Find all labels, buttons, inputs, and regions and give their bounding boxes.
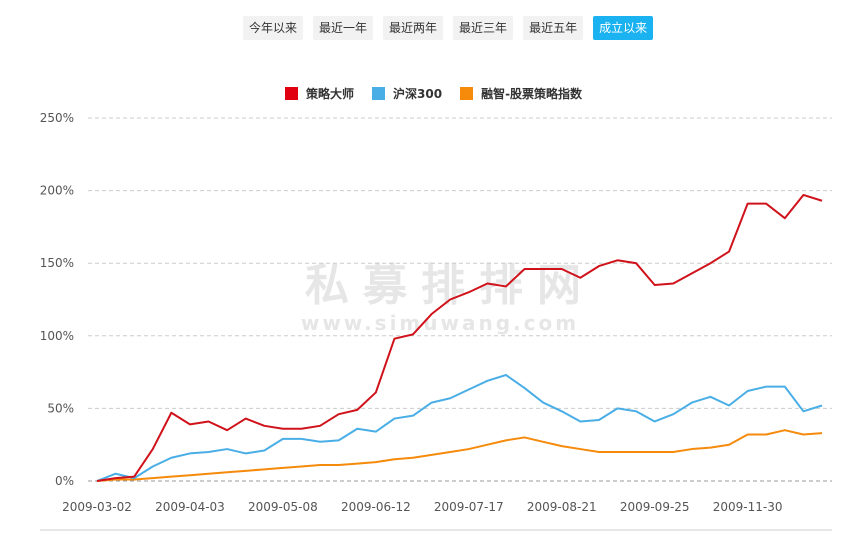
y-tick-label: 150% bbox=[40, 256, 74, 270]
series-line-2 bbox=[96, 429, 823, 482]
legend-swatch bbox=[285, 87, 298, 100]
x-tick-label: 2009-05-08 bbox=[248, 500, 318, 514]
range-button-1y[interactable]: 最近一年 bbox=[313, 16, 374, 40]
x-tick-label: 2009-11-30 bbox=[713, 500, 783, 514]
legend-item-stock-index[interactable]: 融智-股票策略指数 bbox=[460, 85, 582, 102]
series-line-0 bbox=[96, 193, 823, 482]
x-tick-label: 2009-03-02 bbox=[62, 500, 132, 514]
watermark-title: 私募排排网 bbox=[305, 260, 595, 311]
range-button-since-inception[interactable]: 成立以来 bbox=[593, 16, 654, 40]
range-button-ytd[interactable]: 今年以来 bbox=[243, 16, 304, 40]
range-button-5y[interactable]: 最近五年 bbox=[523, 16, 584, 40]
y-tick-label: 50% bbox=[47, 401, 74, 415]
legend-item-strategy-master[interactable]: 策略大师 bbox=[285, 85, 354, 102]
legend-swatch bbox=[460, 87, 474, 100]
legend-swatch bbox=[372, 87, 386, 100]
range-button-group: 今年以来 最近一年 最近两年 最近三年 最近五年 成立以来 bbox=[243, 16, 654, 40]
chart-legend: 策略大师 沪深300 融智-股票策略指数 bbox=[285, 85, 582, 102]
x-tick-label: 2009-07-17 bbox=[434, 500, 504, 514]
y-tick-label: 0% bbox=[55, 474, 74, 488]
legend-item-hs300[interactable]: 沪深300 bbox=[372, 85, 442, 102]
legend-label: 融智-股票策略指数 bbox=[481, 87, 583, 101]
range-button-2y[interactable]: 最近两年 bbox=[383, 16, 444, 40]
x-tick-label: 2009-04-03 bbox=[155, 500, 225, 514]
y-tick-label: 250% bbox=[40, 111, 74, 125]
y-tick-label: 200% bbox=[40, 184, 74, 198]
watermark-url: www.simuwang.com bbox=[301, 311, 579, 335]
x-tick-label: 2009-06-12 bbox=[341, 500, 411, 514]
legend-label: 沪深300 bbox=[393, 87, 443, 101]
y-tick-label: 100% bbox=[40, 329, 74, 343]
x-tick-label: 2009-09-25 bbox=[620, 500, 690, 514]
x-tick-label: 2009-08-21 bbox=[527, 500, 597, 514]
legend-label: 策略大师 bbox=[306, 87, 355, 101]
range-button-3y[interactable]: 最近三年 bbox=[453, 16, 514, 40]
watermark: 私募排排网 www.simuwang.com bbox=[301, 260, 595, 335]
series-line-1 bbox=[96, 374, 823, 482]
